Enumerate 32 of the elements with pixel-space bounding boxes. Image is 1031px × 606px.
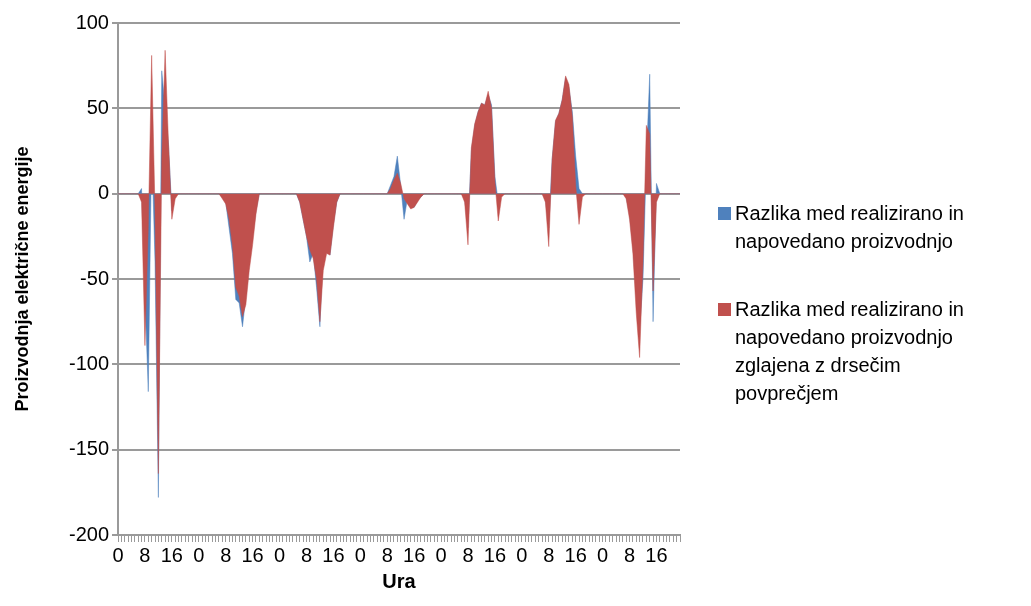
x-tick-label: 0 bbox=[354, 543, 366, 566]
y-tick-label: -200 bbox=[68, 522, 109, 545]
x-tick-label: 0 bbox=[112, 543, 124, 566]
legend-label: Razlika med realizirano in napovedano proizvodnjo zglajena z drsečim povprečjem bbox=[735, 297, 965, 406]
x-tick-label: 8 bbox=[543, 543, 555, 566]
x-tick-label: 8 bbox=[139, 543, 151, 566]
x-tick-label: 0 bbox=[597, 543, 609, 566]
x-axis-title: Ura bbox=[382, 569, 417, 592]
y-tick-label: -100 bbox=[68, 351, 109, 374]
x-tick-label: 8 bbox=[381, 543, 393, 566]
x-tick-label: 0 bbox=[435, 543, 447, 566]
y-tick-label: -150 bbox=[68, 437, 109, 460]
x-tick-label: 8 bbox=[462, 543, 474, 566]
x-tick-label: 0 bbox=[273, 543, 286, 566]
x-tick-label: 16 bbox=[322, 543, 345, 566]
x-tick-label: 8 bbox=[300, 543, 313, 566]
legend-label: Razlika med realizirano in napovedano proizvodnjo bbox=[735, 201, 965, 254]
y-tick-label: 50 bbox=[86, 95, 109, 118]
y-tick-label: 100 bbox=[75, 10, 109, 33]
y-axis-title: Proizvodnja električne energije bbox=[11, 146, 32, 412]
y-tick-label: -50 bbox=[80, 266, 109, 289]
x-tick-label: 8 bbox=[220, 543, 232, 566]
x-tick-label: 0 bbox=[516, 543, 528, 566]
x-tick-label: 8 bbox=[623, 543, 636, 566]
y-tick-label: 0 bbox=[97, 181, 109, 204]
x-tick-label: 16 bbox=[645, 543, 668, 566]
x-tick-label: 0 bbox=[193, 543, 205, 566]
x-tick-label: 16 bbox=[403, 543, 426, 566]
x-tick-label: 16 bbox=[241, 543, 264, 566]
x-tick-label: 16 bbox=[483, 543, 507, 566]
x-tick-label: 16 bbox=[160, 543, 183, 566]
x-tick-label: 16 bbox=[564, 543, 587, 566]
